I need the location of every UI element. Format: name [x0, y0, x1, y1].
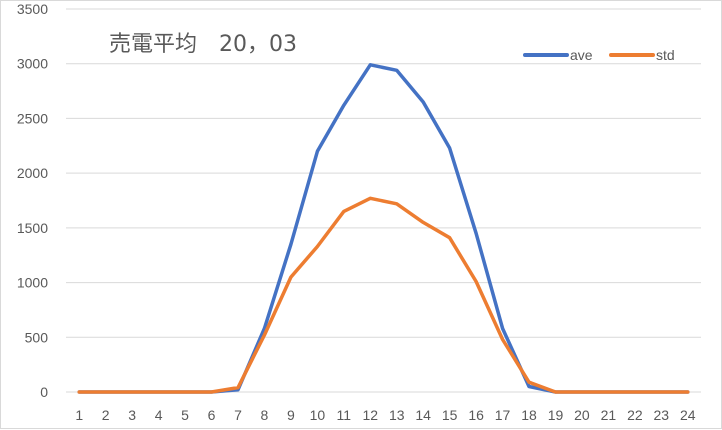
x-tick-label: 22	[627, 407, 643, 423]
y-axis-tick-labels: 0 500 1000 1500 2000 2500 3000 3500	[17, 1, 48, 400]
x-tick-label: 9	[287, 407, 295, 423]
y-tick-label: 500	[25, 329, 49, 345]
x-tick-label: 11	[337, 407, 352, 423]
x-tick-label: 7	[234, 407, 242, 423]
y-tick-label: 3500	[17, 1, 48, 17]
x-tick-label: 5	[181, 407, 189, 423]
legend-label-std: std	[656, 47, 675, 63]
y-tick-label: 0	[40, 384, 48, 400]
x-tick-label: 1	[75, 407, 83, 423]
x-tick-label: 16	[468, 407, 484, 423]
x-tick-label: 8	[261, 407, 269, 423]
series-lines	[79, 65, 688, 392]
x-tick-label: 2	[102, 407, 110, 423]
x-tick-label: 23	[654, 407, 670, 423]
x-tick-label: 15	[442, 407, 458, 423]
x-tick-label: 17	[495, 407, 511, 423]
legend: ave std	[525, 47, 675, 63]
x-tick-label: 3	[128, 407, 136, 423]
x-tick-label: 21	[601, 407, 617, 423]
x-tick-label: 12	[362, 407, 378, 423]
legend-label-ave: ave	[570, 47, 593, 63]
x-tick-label: 24	[680, 407, 696, 423]
y-tick-label: 2500	[17, 110, 48, 126]
x-tick-label: 13	[389, 407, 405, 423]
series-line-std	[79, 198, 688, 392]
x-tick-label: 6	[208, 407, 216, 423]
x-tick-label: 19	[548, 407, 564, 423]
chart-title: 売電平均 20，03	[109, 32, 297, 57]
x-tick-label: 4	[155, 407, 163, 423]
y-tick-label: 3000	[17, 56, 48, 72]
y-tick-label: 1000	[17, 275, 48, 291]
x-tick-label: 14	[415, 407, 431, 423]
y-tick-label: 1500	[17, 220, 48, 236]
x-tick-label: 20	[574, 407, 590, 423]
x-tick-label: 18	[521, 407, 537, 423]
y-tick-label: 2000	[17, 165, 48, 181]
x-tick-label: 10	[310, 407, 326, 423]
series-line-ave	[79, 65, 688, 392]
